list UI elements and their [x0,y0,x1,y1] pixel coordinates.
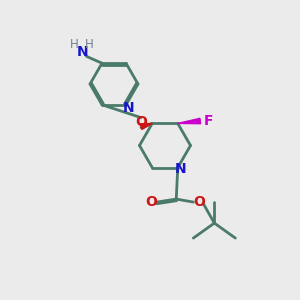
Text: O: O [194,195,205,209]
Text: F: F [204,114,213,128]
Text: N: N [123,101,135,116]
Polygon shape [178,118,200,124]
Text: N: N [175,162,187,176]
Text: H: H [85,38,94,51]
Text: O: O [135,115,147,128]
Polygon shape [140,123,152,130]
Text: O: O [145,195,157,209]
Text: H: H [70,38,79,51]
Text: N: N [77,45,88,59]
